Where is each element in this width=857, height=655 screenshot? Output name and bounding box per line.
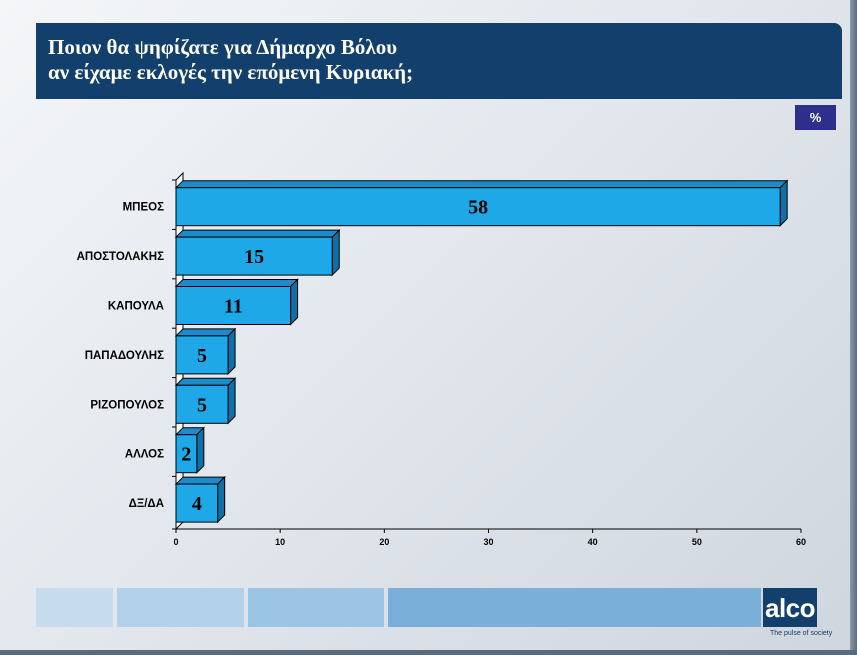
footer-band-1 [36, 588, 113, 627]
x-tick-label: 40 [588, 537, 598, 547]
category-label: ΡΙΖΟΠΟΥΛΟΣ [90, 399, 164, 411]
bar [175, 384, 229, 424]
bar-side [227, 377, 236, 425]
x-tick-label: 10 [275, 537, 285, 547]
data-label: 5 [197, 394, 207, 416]
bar [175, 236, 333, 276]
bar-top [174, 328, 237, 337]
bar-top [174, 377, 237, 386]
footer-band-4 [388, 588, 761, 627]
bar [175, 335, 229, 375]
data-label: 58 [468, 197, 488, 219]
x-tick-label: 30 [483, 537, 493, 547]
category-label: ΑΛΛΟΣ [125, 449, 164, 461]
category-label: ΠΑΠΑΔΟΥΛΗΣ [85, 350, 164, 362]
logo-text: alco [764, 592, 816, 623]
bar [175, 483, 219, 523]
data-label: 2 [181, 444, 191, 466]
bar-top [174, 476, 226, 485]
bar-top [174, 279, 299, 287]
bar-side [331, 228, 340, 277]
bar-side [227, 327, 236, 376]
title-line-2: αν είχαμε εκλογές την επόμενη Κυριακή; [48, 60, 414, 84]
data-label: 15 [244, 246, 264, 268]
category-label: ΜΠΕΟΣ [123, 202, 165, 214]
data-label: 11 [224, 296, 243, 318]
footer-band-2 [117, 588, 244, 627]
unit-badge: % [795, 105, 836, 130]
footer-band-3 [248, 588, 384, 627]
bar-side [290, 278, 299, 326]
x-tick-label: 50 [692, 537, 702, 547]
category-label: ΑΠΟΣΤΟΛΑΚΗΣ [77, 251, 164, 263]
bar [175, 187, 781, 227]
slide-edge-right [850, 0, 857, 655]
x-tick-label: 20 [379, 537, 389, 547]
category-label: ΚΑΠΟΥΛΑ [108, 301, 164, 313]
category-label: ΔΞ/ΔΑ [129, 498, 164, 510]
data-label: 4 [192, 493, 202, 515]
bar-side [196, 426, 205, 474]
bar-top [174, 229, 341, 238]
bar [175, 286, 292, 325]
bar-side [217, 475, 226, 524]
x-tick-label: 60 [796, 537, 806, 547]
slide-edge-bottom [0, 650, 857, 655]
bar [175, 434, 198, 474]
title-banner: Ποιον θα ψηφίζατε για Δήμαρχο Βόλου αν ε… [36, 23, 842, 99]
x-tick-label: 0 [173, 537, 178, 547]
bar-top [174, 180, 789, 189]
bar-side [779, 179, 788, 227]
alco-logo: alco [763, 588, 817, 627]
logo-tagline: The pulse of society [770, 630, 833, 637]
title-line-1: Ποιον θα ψηφίζατε για Δήμαρχο Βόλου [48, 35, 398, 59]
data-label: 5 [197, 345, 207, 367]
